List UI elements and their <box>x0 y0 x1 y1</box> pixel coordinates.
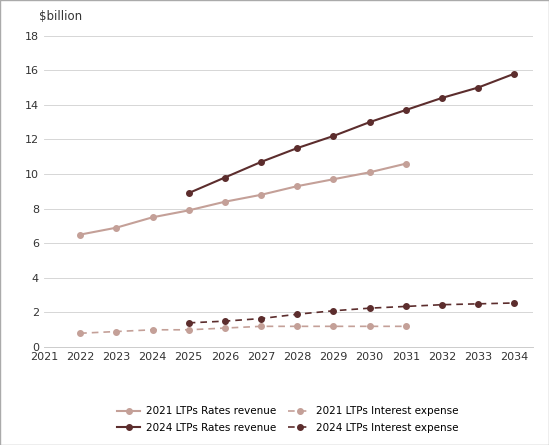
Text: $billion: $billion <box>39 10 82 23</box>
Legend: 2021 LTPs Rates revenue, 2024 LTPs Rates revenue, 2021 LTPs Interest expense, 20: 2021 LTPs Rates revenue, 2024 LTPs Rates… <box>113 402 463 437</box>
